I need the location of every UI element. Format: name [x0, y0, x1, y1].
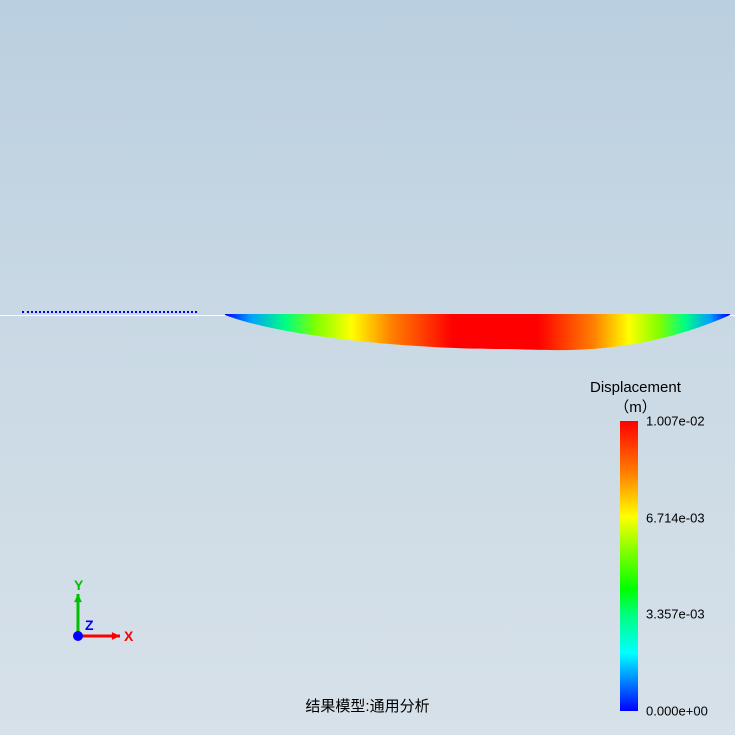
undeformed-beam-left — [22, 311, 197, 315]
legend-tick: 6.714e-03 — [646, 510, 705, 525]
axis-triad[interactable]: Y X Z — [60, 580, 150, 660]
svg-text:X: X — [124, 628, 134, 644]
legend-tick: 0.000e+00 — [646, 704, 708, 719]
fea-viewport[interactable]: Displacement （m） 1.007e-026.714e-033.357… — [0, 0, 735, 735]
legend-tick: 3.357e-03 — [646, 607, 705, 622]
footer-label: 结果模型:通用分析 — [305, 695, 429, 716]
svg-text:Z: Z — [85, 617, 94, 633]
svg-text:Y: Y — [74, 580, 84, 593]
legend-bar-wrap: 1.007e-026.714e-033.357e-030.000e+00 — [620, 421, 681, 711]
color-legend: Displacement （m） 1.007e-026.714e-033.357… — [590, 378, 681, 711]
legend-tick: 1.007e-02 — [646, 414, 705, 429]
legend-title: Displacement （m） — [590, 378, 681, 417]
deflected-beam-contour — [225, 313, 730, 353]
legend-title-line1: Displacement — [590, 378, 681, 398]
legend-bar — [620, 421, 638, 711]
